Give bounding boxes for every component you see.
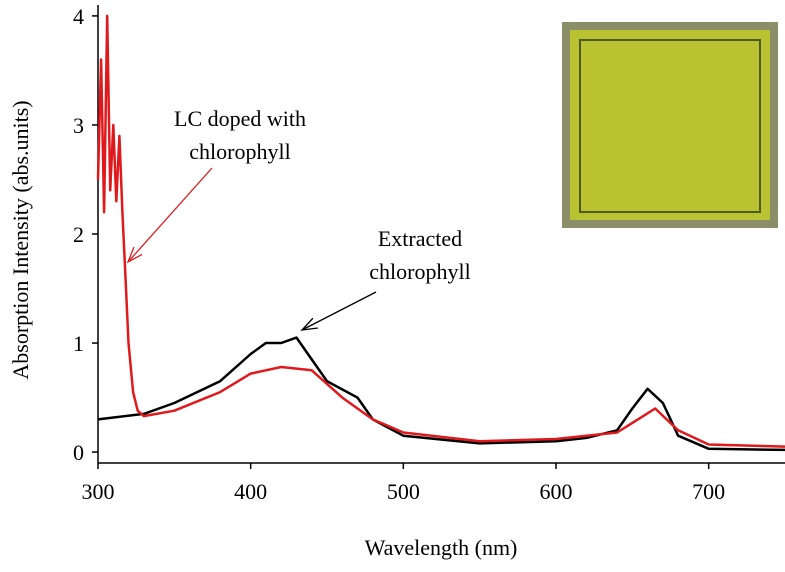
x-axis-label: Wavelength (nm) xyxy=(365,535,518,560)
annotation-text: LC doped with xyxy=(174,106,306,131)
y-tick-label: 4 xyxy=(73,4,84,29)
x-tick-label: 700 xyxy=(692,479,725,504)
y-tick-label: 3 xyxy=(73,113,84,138)
y-tick-label: 1 xyxy=(73,331,84,356)
annotation-arrow xyxy=(127,167,213,263)
x-tick-label: 400 xyxy=(234,479,267,504)
annotation-text: Extracted xyxy=(378,226,462,251)
annotation-arrow xyxy=(301,291,377,331)
data-line xyxy=(96,14,785,448)
annotation-arrowhead xyxy=(126,246,143,264)
photo-seal xyxy=(579,39,761,213)
y-axis-label: Absorption Intensity (abs.units) xyxy=(8,100,33,379)
photo-cell xyxy=(570,30,770,220)
y-tick-label: 0 xyxy=(73,440,84,465)
x-tick-label: 300 xyxy=(82,479,115,504)
inset-photo xyxy=(562,22,778,228)
annotation-text: chlorophyll xyxy=(369,259,470,284)
y-tick-label: 2 xyxy=(73,222,84,247)
x-tick-label: 600 xyxy=(540,479,573,504)
annotation-arrowhead xyxy=(300,317,318,331)
x-tick-label: 500 xyxy=(387,479,420,504)
annotation-text: chlorophyll xyxy=(189,139,290,164)
